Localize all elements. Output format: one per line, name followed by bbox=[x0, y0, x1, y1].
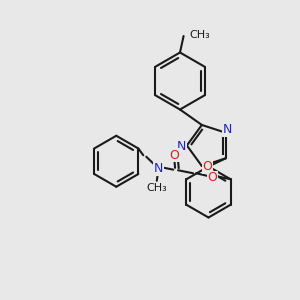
Text: N: N bbox=[223, 123, 232, 136]
Text: O: O bbox=[208, 171, 218, 184]
Text: O: O bbox=[169, 149, 179, 162]
Text: CH₃: CH₃ bbox=[146, 183, 167, 193]
Text: O: O bbox=[202, 160, 212, 173]
Text: N: N bbox=[154, 162, 163, 175]
Text: CH₃: CH₃ bbox=[189, 31, 210, 40]
Text: N: N bbox=[177, 140, 186, 154]
